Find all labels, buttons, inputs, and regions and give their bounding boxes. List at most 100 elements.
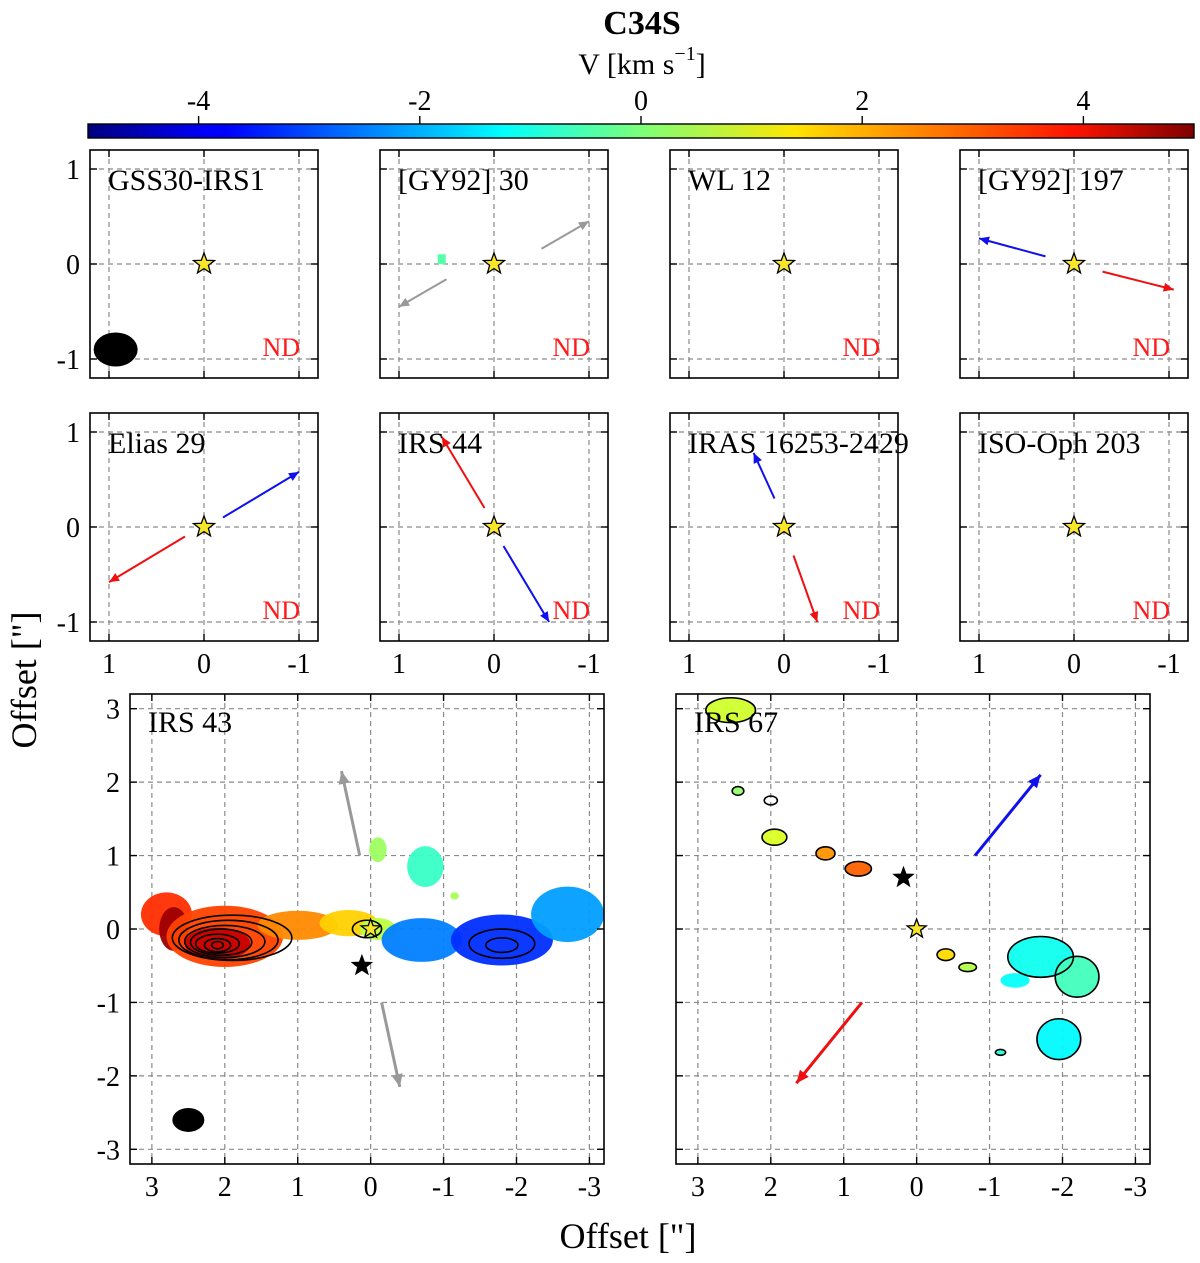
y-tick-label: -1 [97,988,120,1019]
emission-blob [1055,956,1099,998]
contour-line [705,696,757,724]
contour-line [468,928,536,960]
arrow-head [979,236,990,246]
panel-wl-12: WL 12 ND [669,149,899,379]
nd-label: ND [1132,596,1170,625]
panel-plot-area [90,413,318,641]
panel-gy92-30: [GY92] 30 ND [379,149,609,379]
panel-title: IRS 67 [694,706,778,739]
contour-line [485,937,519,954]
source-star [771,514,797,538]
contour-line [731,785,745,797]
y-tick-label: -1 [57,608,80,639]
companion-star [892,865,915,888]
panel-iso-oph-203: 1 0 -1 ISO-Oph 203 ND [959,412,1189,680]
panel-title: ISO-Oph 203 [978,427,1141,460]
emission-blob [450,892,459,900]
panel-iras-16253-2429: 1 0 -1 IRAS 16253-2429 ND [669,412,909,680]
colorbar-label: V [km s−1] [578,43,705,81]
arrow-head [109,573,120,583]
x-tick-label: 0 [1067,649,1081,680]
panel-plot-area [90,150,318,378]
x-tick-label: -1 [978,1172,1001,1203]
emission-blob [1000,973,1030,988]
colorbar-tick-label: 2 [855,86,869,117]
y-axis-label: Offset ["] [4,612,44,749]
x-tick-label: -3 [1124,1172,1147,1203]
panel-title: WL 12 [688,164,771,197]
arrow-head [578,221,589,231]
outflow-arrow [380,1002,402,1088]
emission-blob [816,846,835,860]
arrow-head [391,1073,403,1087]
colorbar-tick-label: 4 [1076,86,1090,117]
contour-line [958,962,978,973]
y-tick-label: 0 [106,915,120,946]
arrow-head [809,611,819,622]
companion-star [350,953,374,976]
colorbar-tick-label: 0 [634,86,648,117]
x-tick-label: -1 [867,649,890,680]
x-axis-label: Offset ["] [560,1216,697,1256]
panel-plot-area [380,413,608,641]
contour-line [761,828,788,847]
colorbar-tick-label: -4 [187,86,210,117]
x-tick-label: 3 [691,1172,705,1203]
panel-plot-area [670,150,898,378]
x-tick-label: 0 [777,649,791,680]
emission-blob [369,837,387,863]
contour-line [936,948,956,962]
x-tick-label: 1 [972,649,986,680]
x-tick-label: -1 [577,649,600,680]
panel-plot-area [960,150,1188,378]
panel-plot-area [676,694,1150,1164]
panel-irs-67: 3 2 1 0 -1 -2 -3 IRS 67 [675,693,1151,1203]
x-tick-label: -2 [1051,1172,1074,1203]
emission-blob [845,861,872,877]
nd-label: ND [842,596,880,625]
x-tick-label: 0 [364,1172,378,1203]
contour-line [994,1048,1007,1057]
arrow-head [399,297,410,307]
contour-line [351,919,383,939]
arrow-head [441,436,451,448]
arrow-head [288,471,299,481]
emission-blob [407,846,444,887]
panel-title: Elias 29 [108,427,206,460]
panel-plot-area [380,150,608,378]
contour-line [194,933,241,954]
colorbar [87,123,1195,139]
contour-line [189,928,253,957]
outflow-arrow [222,471,300,519]
y-tick-label: 0 [66,513,80,544]
source-star [359,917,382,939]
contour-line [1054,955,1100,998]
source-star [481,251,507,275]
panel-title: IRAS 16253-2429 [688,427,909,460]
outflow-arrow [1102,270,1174,291]
outflow-arrow [340,770,362,856]
source-star [1061,514,1087,538]
x-tick-label: 0 [910,1172,924,1203]
source-star [1061,251,1087,275]
arrow-head [796,1069,809,1084]
x-tick-label: -1 [287,649,310,680]
y-tick-label: 1 [106,842,120,873]
x-tick-label: 2 [218,1172,232,1203]
emission-blob [381,918,462,962]
colorbar-tick-label: -2 [408,86,431,117]
x-tick-label: -2 [505,1172,528,1203]
contour-line [210,940,225,950]
nd-label: ND [1132,333,1170,362]
y-tick-label: 1 [66,418,80,449]
emission-blob [531,886,604,943]
x-tick-label: 1 [102,649,116,680]
panel-irs-44: 1 0 -1 IRS 44 ND [379,412,609,680]
y-tick-label: -1 [57,345,80,376]
panel-title: IRS 43 [148,706,232,739]
panel-title: IRS 44 [398,427,482,460]
source-star [191,251,217,275]
arrow-head [753,452,762,464]
